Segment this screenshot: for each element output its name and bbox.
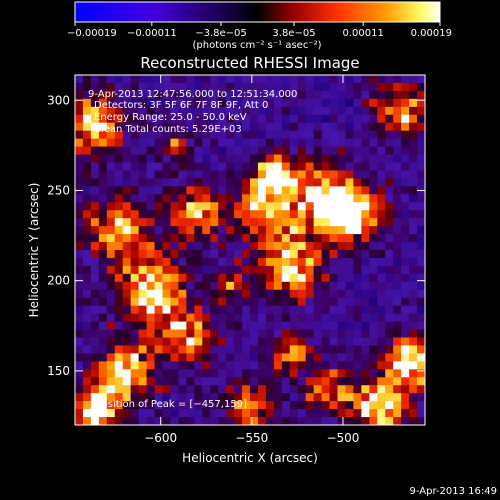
x-tick-label: −600 [144, 431, 177, 445]
peak-position-label: Position of Peak = [−457,159] [96, 399, 247, 410]
colorbar: −0.00019 −0.00011 −3.8e−05 3.8e−05 0.00011 0.… [67, 1, 452, 51]
colorbar-tick-label: 0.00011 [342, 28, 383, 39]
info-clean-counts: Clean Total counts: 5.29E+03 [94, 124, 242, 135]
axis-ticks: −600 −550 −500 150 200 250 300 [47, 75, 425, 445]
y-axis-label: Heliocentric Y (arcsec) [27, 183, 41, 318]
image-panel: −600 −550 −500 150 200 250 300 9-Apr-2013 12:4… [47, 74, 426, 445]
render-timestamp: 9-Apr-2013 16:49 [410, 486, 497, 497]
colorbar-units-label: (photons cm⁻² s⁻¹ asec⁻²) [192, 40, 321, 51]
y-tick-label: 250 [47, 183, 70, 197]
colorbar-tick-label: −0.00019 [67, 28, 117, 39]
colorbar-tick-label: −3.8e−05 [195, 28, 247, 39]
heatmap-image [75, 75, 425, 425]
plot-frame [74, 74, 426, 426]
colorbar-tick-label: 0.00019 [411, 28, 452, 39]
colorbar-tick-label: −0.00011 [127, 28, 177, 39]
colorbar-gradient [74, 1, 441, 23]
info-detectors: Detectors: 3F 5F 6F 7F 8F 9F, Att 0 [94, 100, 268, 111]
x-tick-label: −550 [235, 431, 268, 445]
y-tick-label: 200 [47, 274, 70, 288]
info-energy-range: Energy Range: 25.0 - 50.0 keV [94, 112, 247, 123]
info-time-range: 9-Apr-2013 12:47:56.000 to 12:51:34.000 [88, 89, 297, 100]
y-tick-label: 150 [47, 364, 70, 378]
plot-title: Reconstructed RHESSI Image [140, 54, 359, 72]
colorbar-tick-label: 3.8e−05 [272, 28, 315, 39]
observation-info: 9-Apr-2013 12:47:56.000 to 12:51:34.000 … [88, 89, 297, 135]
y-tick-label: 300 [47, 93, 70, 107]
x-tick-label: −500 [326, 431, 359, 445]
colorbar-ticks: −0.00019 −0.00011 −3.8e−05 3.8e−05 0.00011 0.… [67, 22, 452, 39]
x-axis-label: Heliocentric X (arcsec) [182, 451, 318, 465]
